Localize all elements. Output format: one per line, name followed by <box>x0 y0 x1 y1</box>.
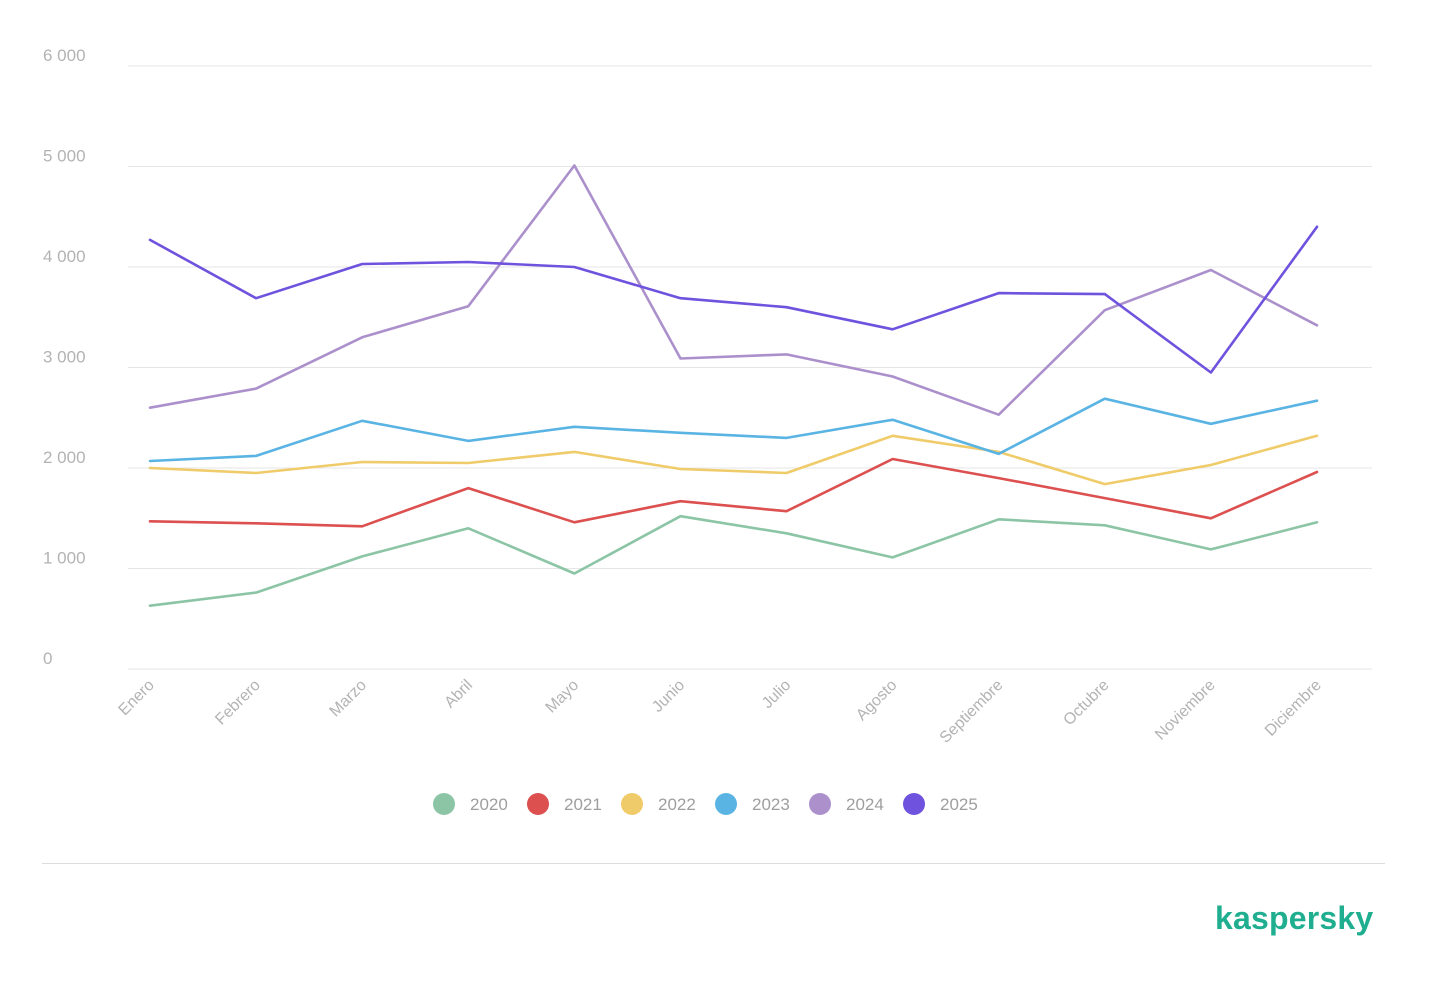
legend-marker-2022 <box>621 793 643 815</box>
series-lines <box>148 164 1319 608</box>
grid <box>128 65 1372 670</box>
legend-marker-2025 <box>903 793 925 815</box>
legend-label-2020: 2020 <box>470 795 508 814</box>
footer-divider <box>42 863 1385 864</box>
x-tick-label: Noviembre <box>1152 677 1219 744</box>
y-tick-label: 1 000 <box>43 549 86 568</box>
legend-marker-2023 <box>715 793 737 815</box>
x-tick-label: Agosto <box>853 677 900 724</box>
y-tick-label: 3 000 <box>43 348 86 367</box>
legend: 2020 2021 2022 2023 2024 2025 <box>433 793 978 815</box>
x-tick-label: Septiembre <box>937 677 1007 747</box>
legend-label-2024: 2024 <box>846 795 884 814</box>
series-line-2025 <box>148 225 1319 374</box>
x-tick-label: Mayo <box>543 677 583 717</box>
series-line-2022 <box>148 434 1319 486</box>
y-tick-label: 0 <box>43 649 52 668</box>
y-tick-label: 6 000 <box>43 46 86 65</box>
x-axis: Enero Febrero Marzo Abril Mayo Junio Julio Agos… <box>116 677 1325 747</box>
y-tick-label: 4 000 <box>43 247 86 266</box>
series-line-2023 <box>148 397 1319 463</box>
x-tick-label: Abril <box>441 677 476 712</box>
x-tick-label: Marzo <box>327 677 371 721</box>
legend-marker-2020 <box>433 793 455 815</box>
x-tick-label: Enero <box>116 677 158 719</box>
y-axis: 0 1 000 2 000 3 000 4 000 5 000 6 000 <box>43 46 86 668</box>
x-tick-label: Junio <box>649 677 688 716</box>
series-line-2020 <box>148 514 1319 608</box>
legend-label-2022: 2022 <box>658 795 696 814</box>
x-tick-label: Febrero <box>212 677 264 729</box>
legend-marker-2021 <box>527 793 549 815</box>
series-line-2021 <box>148 457 1319 528</box>
y-tick-label: 5 000 <box>43 147 86 166</box>
legend-label-2021: 2021 <box>564 795 602 814</box>
y-tick-label: 2 000 <box>43 448 86 467</box>
x-tick-label: Diciembre <box>1262 677 1325 740</box>
series-line-2024 <box>148 164 1319 417</box>
legend-label-2025: 2025 <box>940 795 978 814</box>
kaspersky-logo: kaspersky <box>1215 900 1374 936</box>
legend-label-2023: 2023 <box>752 795 790 814</box>
x-tick-label: Octubre <box>1060 677 1112 729</box>
legend-marker-2024 <box>809 793 831 815</box>
x-tick-label: Julio <box>759 677 794 712</box>
